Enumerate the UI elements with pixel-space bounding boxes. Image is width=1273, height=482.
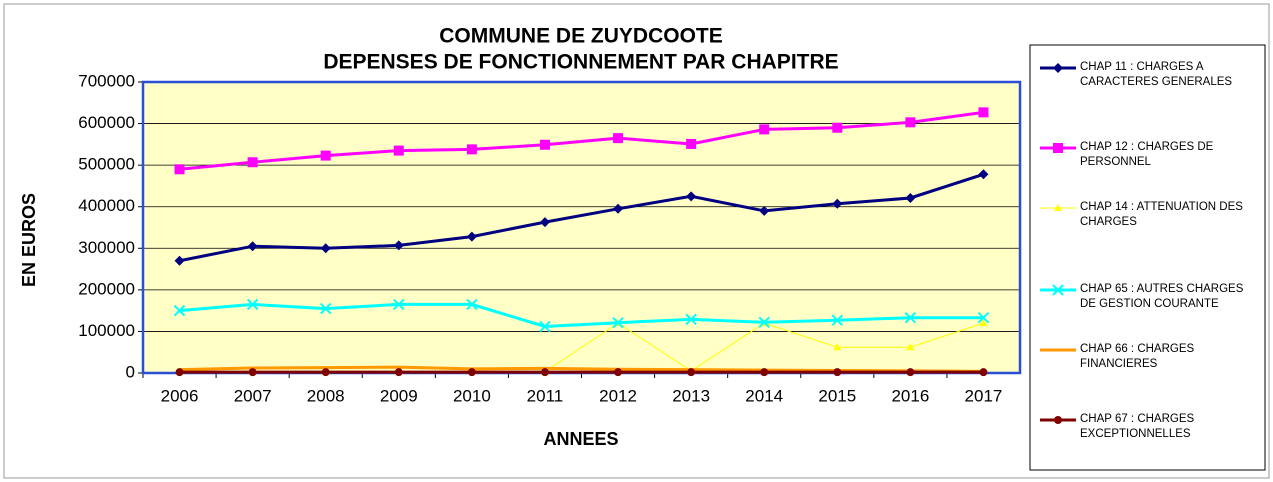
x-tick-label: 2008 [307,386,345,405]
data-point [979,368,988,377]
x-tick-label: 2016 [891,386,929,405]
legend-marker [1053,143,1063,153]
x-axis-label: ANNEES [543,429,618,449]
data-point [612,316,624,329]
data-point [539,139,550,150]
data-point [393,145,404,156]
data-point [758,316,770,328]
data-point [685,313,697,326]
data-point [832,122,843,133]
data-point [833,368,842,377]
y-tick-label: 400000 [78,196,135,215]
x-tick-label: 2010 [453,386,491,405]
data-point [978,169,989,180]
data-point [467,368,476,377]
data-point [173,304,186,317]
data-point [320,150,331,161]
plot-area [143,82,1020,373]
data-point [393,240,404,251]
data-point [247,241,258,252]
data-point [977,312,990,324]
data-point [320,302,332,315]
x-tick-label: 2007 [234,386,272,405]
data-point [466,144,477,155]
data-point [175,368,184,377]
data-point [614,368,623,377]
y-axis-label: EN EUROS [19,193,39,287]
x-tick-label: 2009 [380,386,418,405]
series-line [179,172,984,263]
y-tick-label: 100000 [78,321,135,340]
data-point [833,343,842,351]
data-point [466,298,478,311]
y-tick-label: 600000 [78,113,135,132]
data-point [687,368,696,377]
data-point [906,343,915,351]
series-line [179,302,984,328]
x-tick-label: 2012 [599,386,637,405]
x-tick-label: 2011 [527,386,564,405]
data-point [320,243,331,254]
data-point [831,314,843,326]
data-point [174,164,185,175]
data-point [979,319,988,327]
x-tick-label: 2014 [745,386,783,405]
data-point [321,368,330,377]
y-tick-label: 300000 [78,238,135,257]
data-point [832,198,843,209]
legend-box [1029,44,1266,471]
data-point [904,312,917,324]
data-point [978,107,989,118]
data-point [905,192,916,203]
data-point [759,205,770,216]
legend-marker [1054,416,1062,424]
data-point [247,157,258,168]
data-point [759,124,770,135]
data-point [539,320,551,333]
legend-label: CHAP 67 : CHARGES EXCEPTIONNELLES [1080,413,1195,440]
data-point [905,117,916,128]
data-point [248,368,257,377]
data-point [466,231,477,242]
legend-label: CHAP 66 : CHARGES FINANCIERES [1080,343,1195,370]
chart-title: COMMUNE DE ZUYDCOOTE [439,25,723,48]
data-point [686,138,697,149]
data-point [394,368,403,377]
data-point [246,298,259,311]
x-tick-label: 2013 [672,386,710,405]
series-line [179,110,984,171]
y-tick-label: 700000 [78,71,135,90]
legend-label: CHAP 14 : ATTENUATION DES CHARGES [1080,201,1243,228]
data-point [613,203,624,214]
data-point [540,368,549,377]
data-point [393,298,405,311]
data-point [174,255,185,266]
y-tick-label: 500000 [78,155,135,174]
x-tick-label: 2006 [161,386,199,405]
data-point [760,368,769,377]
legend-label: CHAP 11 : CHARGES A CARACTERES GENERALES [1080,61,1233,88]
data-point [686,191,697,202]
data-point [539,217,550,228]
data-point [613,133,624,144]
legend-marker [1054,204,1062,211]
y-tick-label: 0 [126,362,135,381]
legend-label: CHAP 65 : AUTRES CHARGES DE GESTION COUR… [1080,283,1244,310]
chart-subtitle: DEPENSES DE FONCTIONNEMENT PAR CHAPITRE [323,51,838,74]
x-tick-label: 2015 [818,386,856,405]
y-tick-label: 200000 [78,279,135,298]
data-point [906,368,915,377]
legend-marker [1053,63,1063,73]
legend-label: CHAP 12 : CHARGES DE PERSONNEL [1080,141,1214,168]
legend-marker [1052,284,1064,296]
x-tick-label: 2017 [965,386,1003,405]
series-line [179,365,984,373]
